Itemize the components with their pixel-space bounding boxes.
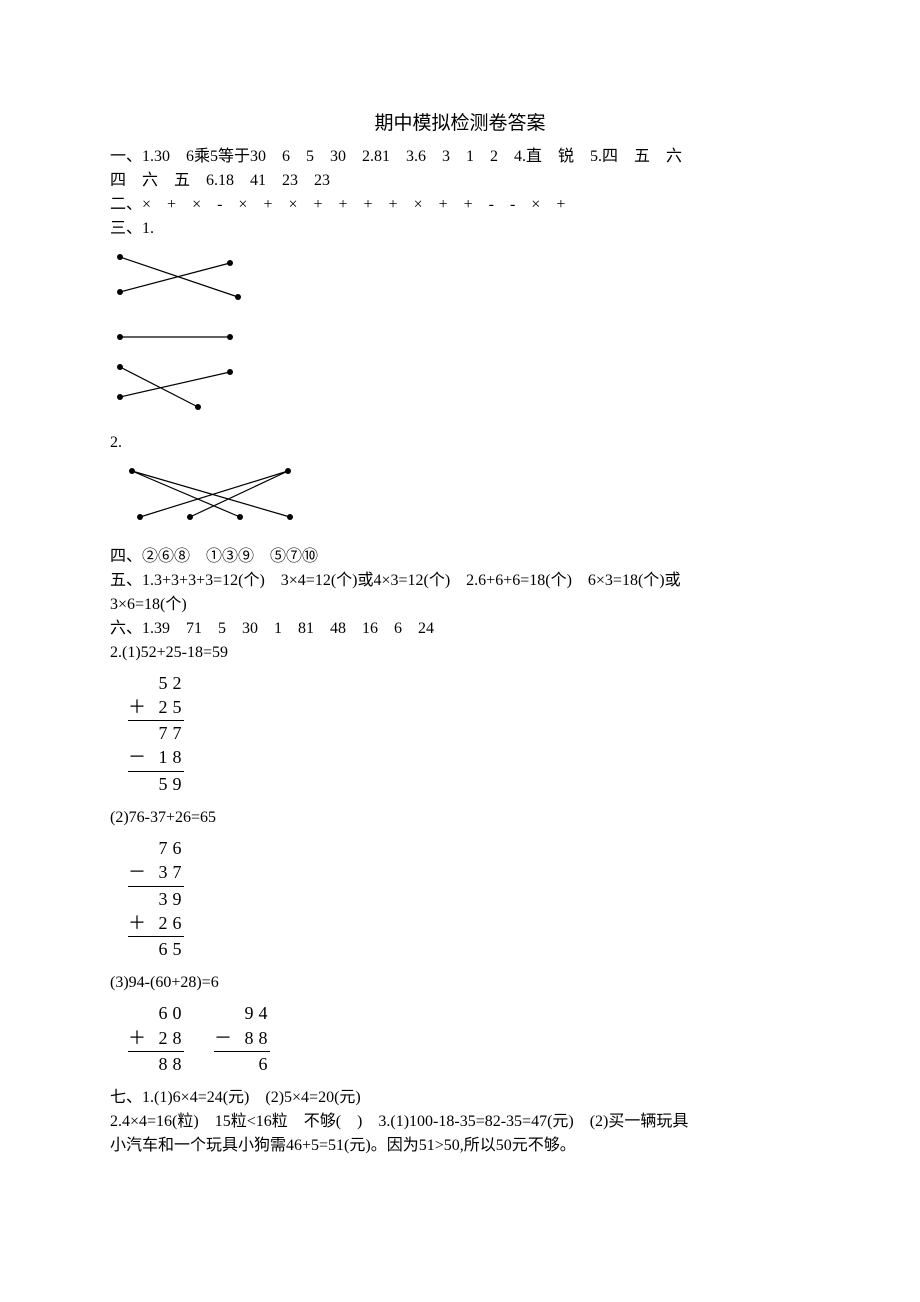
section3-line: 三、1. (110, 217, 810, 241)
section6-line2: 2.(1)52+25-18=59 (110, 641, 810, 665)
section5-label: 五、 (110, 572, 142, 589)
section2-label: 二、 (110, 196, 142, 213)
section6-label: 六、 (110, 620, 142, 637)
matching-diagram-1 (110, 247, 810, 425)
column-calc-3a: 60＋ 28 88 (128, 1001, 184, 1076)
section1-text1: 1.30 6乘5等于30 6 5 30 2.81 3.6 3 1 2 4.直 锐… (142, 148, 682, 165)
section3-q1: 1. (142, 220, 154, 237)
section1-line1: 一、1.30 6乘5等于30 6 5 30 2.81 3.6 3 1 2 4.直… (110, 145, 810, 169)
section6-line1: 六、1.39 71 5 30 1 81 48 16 6 24 (110, 617, 810, 641)
column-calc-3b: 94－ 88 6 (214, 1001, 270, 1076)
section6-text1: 1.39 71 5 30 1 81 48 16 6 24 (142, 620, 434, 637)
section1-label: 一、 (110, 148, 142, 165)
section7-label: 七、 (110, 1089, 142, 1106)
section2-line: 二、× + × - × + × + + + + × + + - - × + (110, 193, 810, 217)
section7-line3: 小汽车和一个玩具小狗需46+5=51(元)。因为51>50,所以50元不够。 (110, 1134, 810, 1158)
column-calc-1: 52＋ 25 77－ 18 59 (128, 671, 810, 796)
section3-q2: 2. (110, 431, 810, 455)
section7-line1: 七、1.(1)6×4=24(元) (2)5×4=20(元) (110, 1086, 810, 1110)
section5-line1: 五、1.3+3+3+3=12(个) 3×4=12(个)或4×3=12(个) 2.… (110, 569, 810, 593)
section4-label: 四、 (110, 548, 142, 565)
section4-text: ②⑥⑧ ①③⑨ ⑤⑦⑩ (142, 548, 318, 565)
column-calc-2: 76－ 37 39＋ 26 65 (128, 836, 810, 961)
section2-text: × + × - × + × + + + + × + + - - × + (142, 196, 565, 213)
section7-text1: 1.(1)6×4=24(元) (2)5×4=20(元) (142, 1089, 361, 1106)
section3-label: 三、 (110, 220, 142, 237)
section5-text1: 1.3+3+3+3=12(个) 3×4=12(个)或4×3=12(个) 2.6+… (142, 572, 681, 589)
section4-line: 四、②⑥⑧ ①③⑨ ⑤⑦⑩ (110, 545, 810, 569)
page-title: 期中模拟检测卷答案 (110, 110, 810, 139)
calc3-label: (3)94-(60+28)=6 (110, 971, 810, 995)
section5-line2: 3×6=18(个) (110, 593, 810, 617)
matching-diagram-2 (120, 461, 810, 539)
calc2-label: (2)76-37+26=65 (110, 806, 810, 830)
section1-line2: 四 六 五 6.18 41 23 23 (110, 169, 810, 193)
section7-line2: 2.4×4=16(粒) 15粒<16粒 不够( ) 3.(1)100-18-35… (110, 1110, 810, 1134)
